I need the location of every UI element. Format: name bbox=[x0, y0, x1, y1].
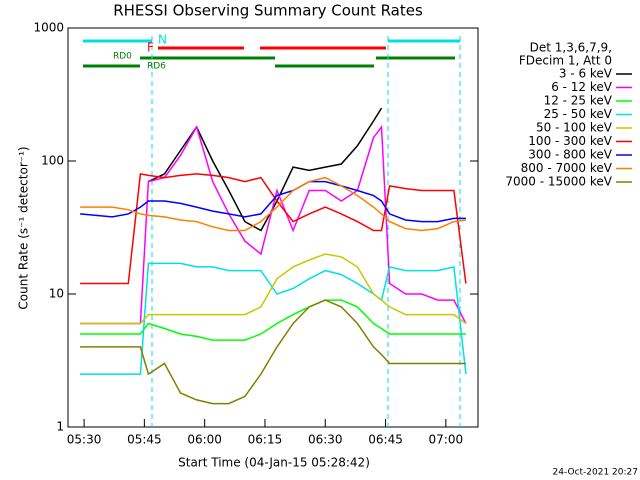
series-line bbox=[80, 253, 467, 325]
legend-header: Det 1,3,6,7,9, bbox=[530, 41, 612, 55]
legend-label: 300 - 800 keV bbox=[528, 148, 612, 162]
legend-label: 7000 - 15000 keV bbox=[505, 175, 612, 189]
legend-label: 800 - 7000 keV bbox=[521, 161, 613, 175]
y-axis-label: Count Rate (s⁻¹ detector⁻¹) bbox=[17, 146, 31, 309]
chart-title: RHESSI Observing Summary Count Rates bbox=[113, 2, 423, 20]
x-tick-label: 06:15 bbox=[248, 433, 283, 447]
legend-label: 50 - 100 keV bbox=[536, 121, 613, 135]
x-tick-label: 05:45 bbox=[127, 433, 162, 447]
legend-header: FDecim 1, Att 0 bbox=[519, 54, 612, 68]
x-tick-label: 05:30 bbox=[67, 433, 102, 447]
series-line bbox=[80, 173, 467, 285]
x-tick-label: 06:30 bbox=[308, 433, 343, 447]
legend-label: 12 - 25 keV bbox=[544, 94, 613, 108]
legend-label: 25 - 50 keV bbox=[544, 107, 613, 121]
x-axis-label: Start Time (04-Jan-15 05:28:42) bbox=[178, 456, 370, 470]
y-tick-label: 1000 bbox=[33, 21, 64, 35]
annotation: N bbox=[158, 33, 167, 47]
series-line bbox=[80, 299, 466, 341]
y-tick-label: 10 bbox=[49, 287, 64, 301]
x-tick-label: 06:45 bbox=[368, 433, 403, 447]
series-line bbox=[80, 176, 466, 232]
y-tick-label: 1 bbox=[56, 420, 64, 434]
x-tick-label: 06:00 bbox=[187, 433, 222, 447]
plot-frame bbox=[67, 27, 479, 428]
legend-label: 3 - 6 keV bbox=[559, 67, 613, 81]
series-line bbox=[80, 180, 466, 223]
series-line bbox=[148, 107, 383, 232]
legend-label: 100 - 300 keV bbox=[528, 134, 612, 148]
series-line bbox=[80, 299, 466, 405]
annotation: F bbox=[147, 41, 154, 55]
series-line bbox=[80, 262, 467, 375]
annotation: RD6 bbox=[147, 62, 166, 72]
y-tick-label: 100 bbox=[41, 154, 64, 168]
x-tick-label: 07:00 bbox=[429, 433, 464, 447]
series-line bbox=[80, 124, 467, 325]
legend-label: 6 - 12 keV bbox=[551, 80, 613, 94]
footer: 24-Oct-2021 20:27 bbox=[553, 468, 638, 478]
annotation: RD0 bbox=[113, 52, 132, 62]
